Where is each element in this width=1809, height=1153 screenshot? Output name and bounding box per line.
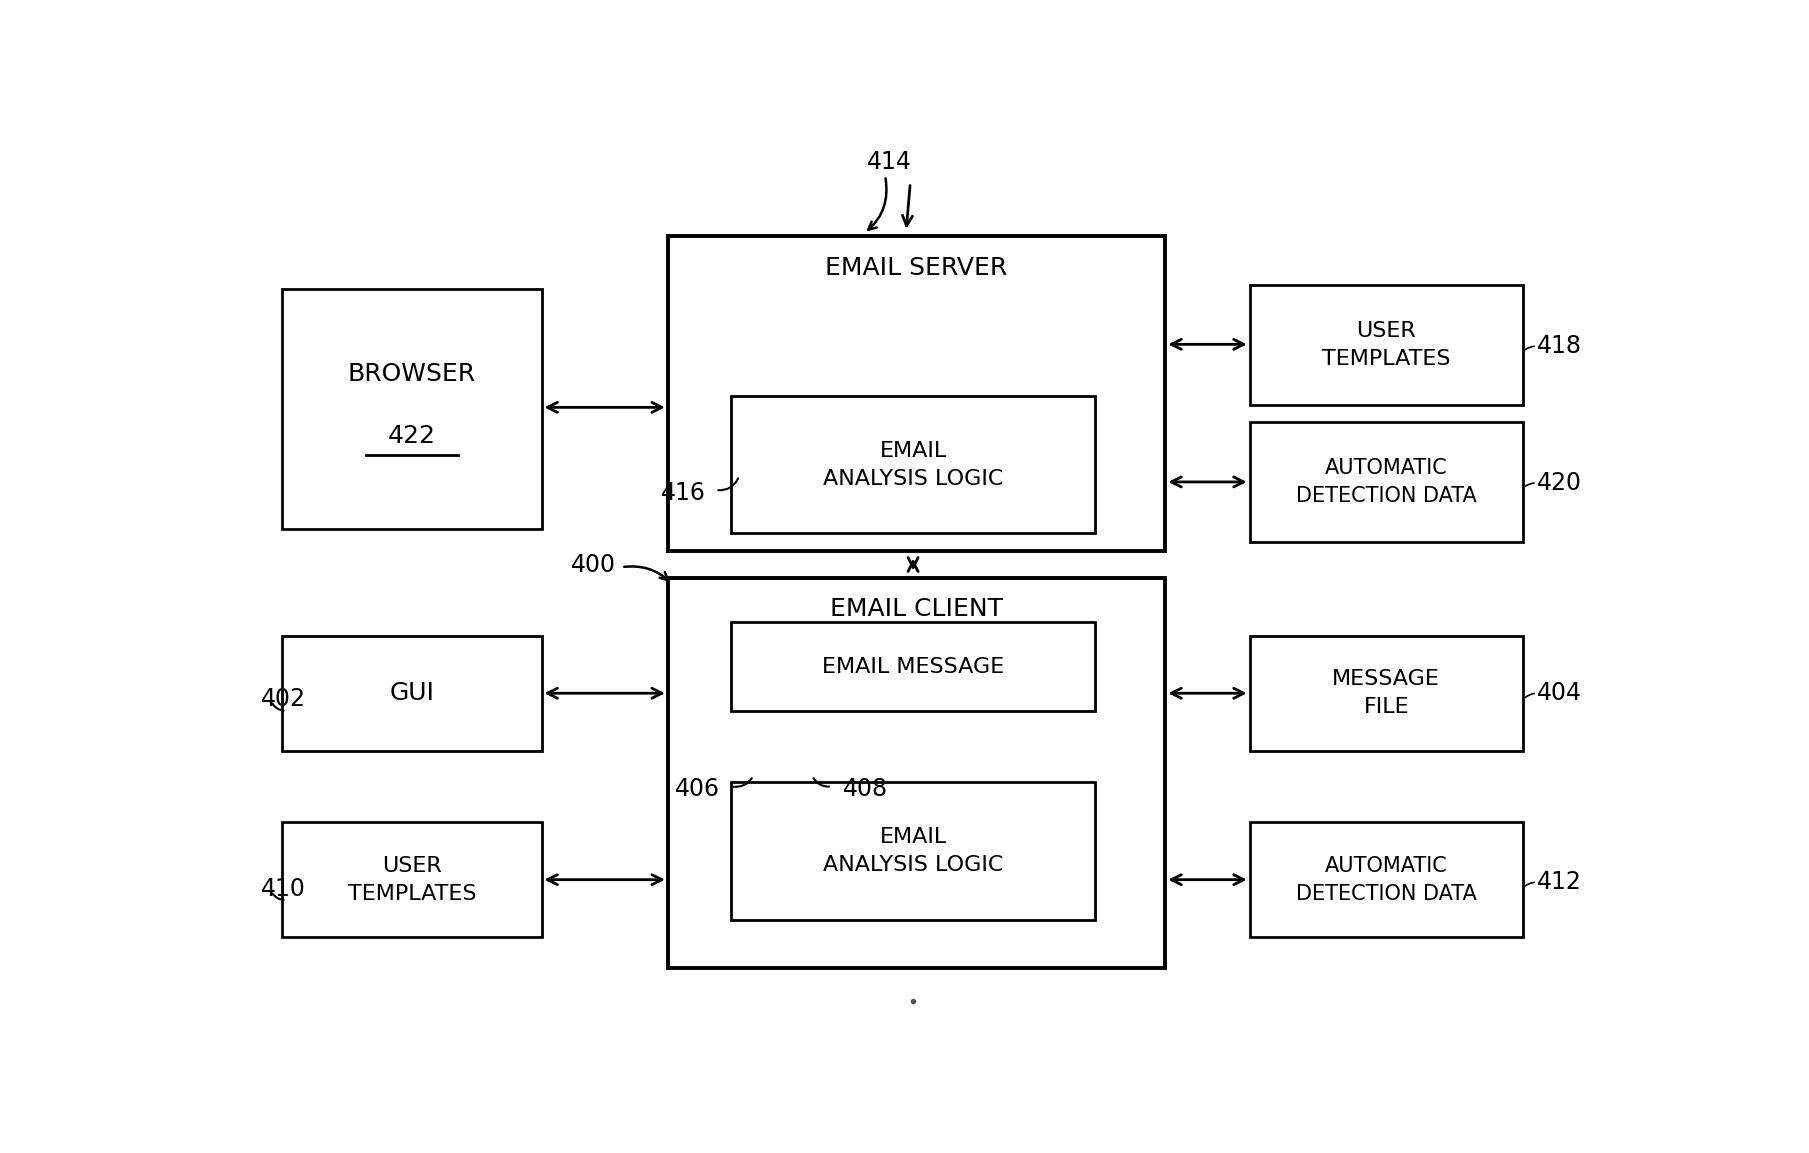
FancyBboxPatch shape <box>282 822 541 937</box>
Text: BROWSER: BROWSER <box>347 362 476 385</box>
Text: EMAIL
ANALYSIS LOGIC: EMAIL ANALYSIS LOGIC <box>823 827 1004 875</box>
Text: 418: 418 <box>1538 334 1583 359</box>
Text: EMAIL CLIENT: EMAIL CLIENT <box>830 597 1004 621</box>
Text: 414: 414 <box>867 150 912 174</box>
Text: 400: 400 <box>572 552 615 576</box>
Text: USER
TEMPLATES: USER TEMPLATES <box>1322 321 1451 369</box>
Text: 412: 412 <box>1538 871 1581 895</box>
FancyBboxPatch shape <box>282 289 541 529</box>
Text: 406: 406 <box>675 777 720 801</box>
Text: 422: 422 <box>387 424 436 447</box>
FancyBboxPatch shape <box>1250 422 1523 542</box>
FancyBboxPatch shape <box>668 578 1165 969</box>
Text: AUTOMATIC
DETECTION DATA: AUTOMATIC DETECTION DATA <box>1295 459 1476 506</box>
FancyBboxPatch shape <box>731 395 1096 534</box>
Text: AUTOMATIC
DETECTION DATA: AUTOMATIC DETECTION DATA <box>1295 856 1476 904</box>
Text: EMAIL SERVER: EMAIL SERVER <box>825 256 1008 279</box>
FancyBboxPatch shape <box>1250 635 1523 751</box>
Text: 404: 404 <box>1538 681 1583 706</box>
Text: 408: 408 <box>843 777 888 801</box>
Text: 420: 420 <box>1538 470 1583 495</box>
Text: 402: 402 <box>260 687 306 711</box>
Text: USER
TEMPLATES: USER TEMPLATES <box>347 856 476 904</box>
Text: MESSAGE
FILE: MESSAGE FILE <box>1331 669 1440 717</box>
Text: 416: 416 <box>660 482 706 505</box>
Text: 410: 410 <box>260 876 306 900</box>
Text: GUI: GUI <box>389 681 434 706</box>
FancyBboxPatch shape <box>731 623 1096 711</box>
FancyBboxPatch shape <box>1250 285 1523 405</box>
FancyBboxPatch shape <box>1250 822 1523 937</box>
FancyBboxPatch shape <box>668 236 1165 551</box>
Text: EMAIL
ANALYSIS LOGIC: EMAIL ANALYSIS LOGIC <box>823 440 1004 489</box>
Text: EMAIL MESSAGE: EMAIL MESSAGE <box>821 656 1004 677</box>
FancyBboxPatch shape <box>282 635 541 751</box>
FancyBboxPatch shape <box>731 782 1096 920</box>
